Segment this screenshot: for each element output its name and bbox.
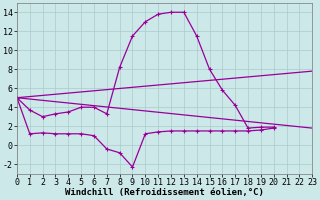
X-axis label: Windchill (Refroidissement éolien,°C): Windchill (Refroidissement éolien,°C) <box>65 188 264 197</box>
